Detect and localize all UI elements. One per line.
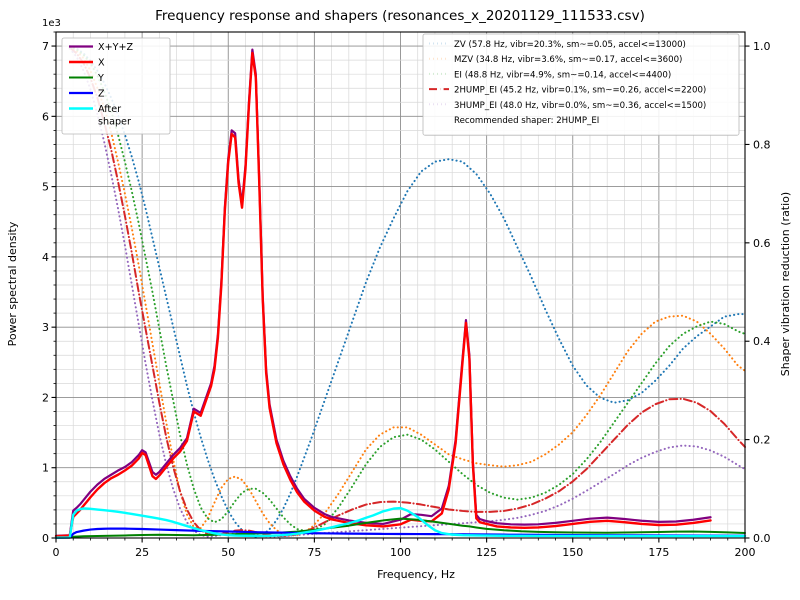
x-tick-label: 175 <box>648 546 669 559</box>
y-axis-label-right: Shaper vibration reduction (ratio) <box>779 192 792 376</box>
y-tick-label: 7 <box>42 40 49 53</box>
legend-label-mzv[interactable]: MZV (34.8 Hz, vibr=3.6%, sm~=0.17, accel… <box>454 55 682 65</box>
x-tick-label: 0 <box>53 546 60 559</box>
y-axis-exponent-label: 1e3 <box>42 18 61 29</box>
y-tick-label: 4 <box>42 251 49 264</box>
legend-label-3hump_ei[interactable]: 3HUMP_EI (48.0 Hz, vibr=0.0%, sm~=0.36, … <box>454 101 706 111</box>
x-tick-label: 125 <box>476 546 497 559</box>
x-tick-label: 100 <box>390 546 411 559</box>
y-tick-label: 0 <box>42 532 49 545</box>
x-axis-label: Frequency, Hz <box>377 568 455 581</box>
y-tick-label: 2 <box>42 391 49 404</box>
legend-shapers-background <box>422 33 740 136</box>
legend-label-y[interactable]: Y <box>97 73 104 84</box>
y-tick-label: 6 <box>42 110 49 123</box>
x-tick-label: 50 <box>221 546 235 559</box>
legend-label-aftershaper[interactable]: After <box>98 104 121 115</box>
legend-shapers[interactable]: ZV (57.8 Hz, vibr=20.3%, sm~=0.05, accel… <box>422 33 740 136</box>
y-tick-label-right: 0.4 <box>753 335 771 348</box>
curve-psd-aftershaper <box>54 506 747 539</box>
y-tick-label-right: 0.0 <box>753 532 771 545</box>
curve-ei <box>68 45 746 534</box>
x-tick-label: 200 <box>735 546 756 559</box>
legend-label-z[interactable]: Z <box>98 89 105 100</box>
y-axis-label: Power spectral density <box>6 221 19 346</box>
legend-label-zv[interactable]: ZV (57.8 Hz, vibr=20.3%, sm~=0.05, accel… <box>454 40 686 50</box>
legend-label-xyz[interactable]: X+Y+Z <box>98 42 134 53</box>
y-tick-label: 5 <box>42 181 49 194</box>
legend-psd[interactable]: X+Y+Z XYZ After shaper <box>61 37 171 135</box>
x-tick-label: 150 <box>562 546 583 559</box>
legend-label-ei[interactable]: EI (48.8 Hz, vibr=4.9%, sm~=0.14, accel<… <box>454 70 671 80</box>
y-tick-label: 3 <box>42 321 49 334</box>
legend-label-aftershaper[interactable]: shaper <box>98 117 131 128</box>
y-tick-label: 1 <box>42 462 49 475</box>
curve-zv <box>68 45 746 539</box>
axis-ticks: 0 25 50 75 100 125 150 175 200 0 1 2 3 4 5 6 7 0.0 0.2 0.4 0… <box>42 31 771 559</box>
chart-title: Frequency response and shapers (resonanc… <box>155 8 645 24</box>
y-tick-label-right: 0.6 <box>753 237 771 250</box>
legend-label-x[interactable]: X <box>98 58 105 69</box>
data-curves-layer <box>54 45 747 539</box>
recommended-shaper-note: Recommended shaper: 2HUMP_EI <box>454 116 599 126</box>
y-tick-label-right: 1.0 <box>753 40 771 53</box>
y-tick-label-right: 0.2 <box>753 434 771 447</box>
curve-psd-y <box>55 517 746 539</box>
x-tick-label: 25 <box>135 546 149 559</box>
legend-label-2hump_ei[interactable]: 2HUMP_EI (45.2 Hz, vibr=0.1%, sm~=0.26, … <box>454 86 706 96</box>
x-tick-label: 75 <box>307 546 321 559</box>
y-tick-label-right: 0.8 <box>753 138 771 151</box>
curve-psd-x <box>54 51 712 538</box>
